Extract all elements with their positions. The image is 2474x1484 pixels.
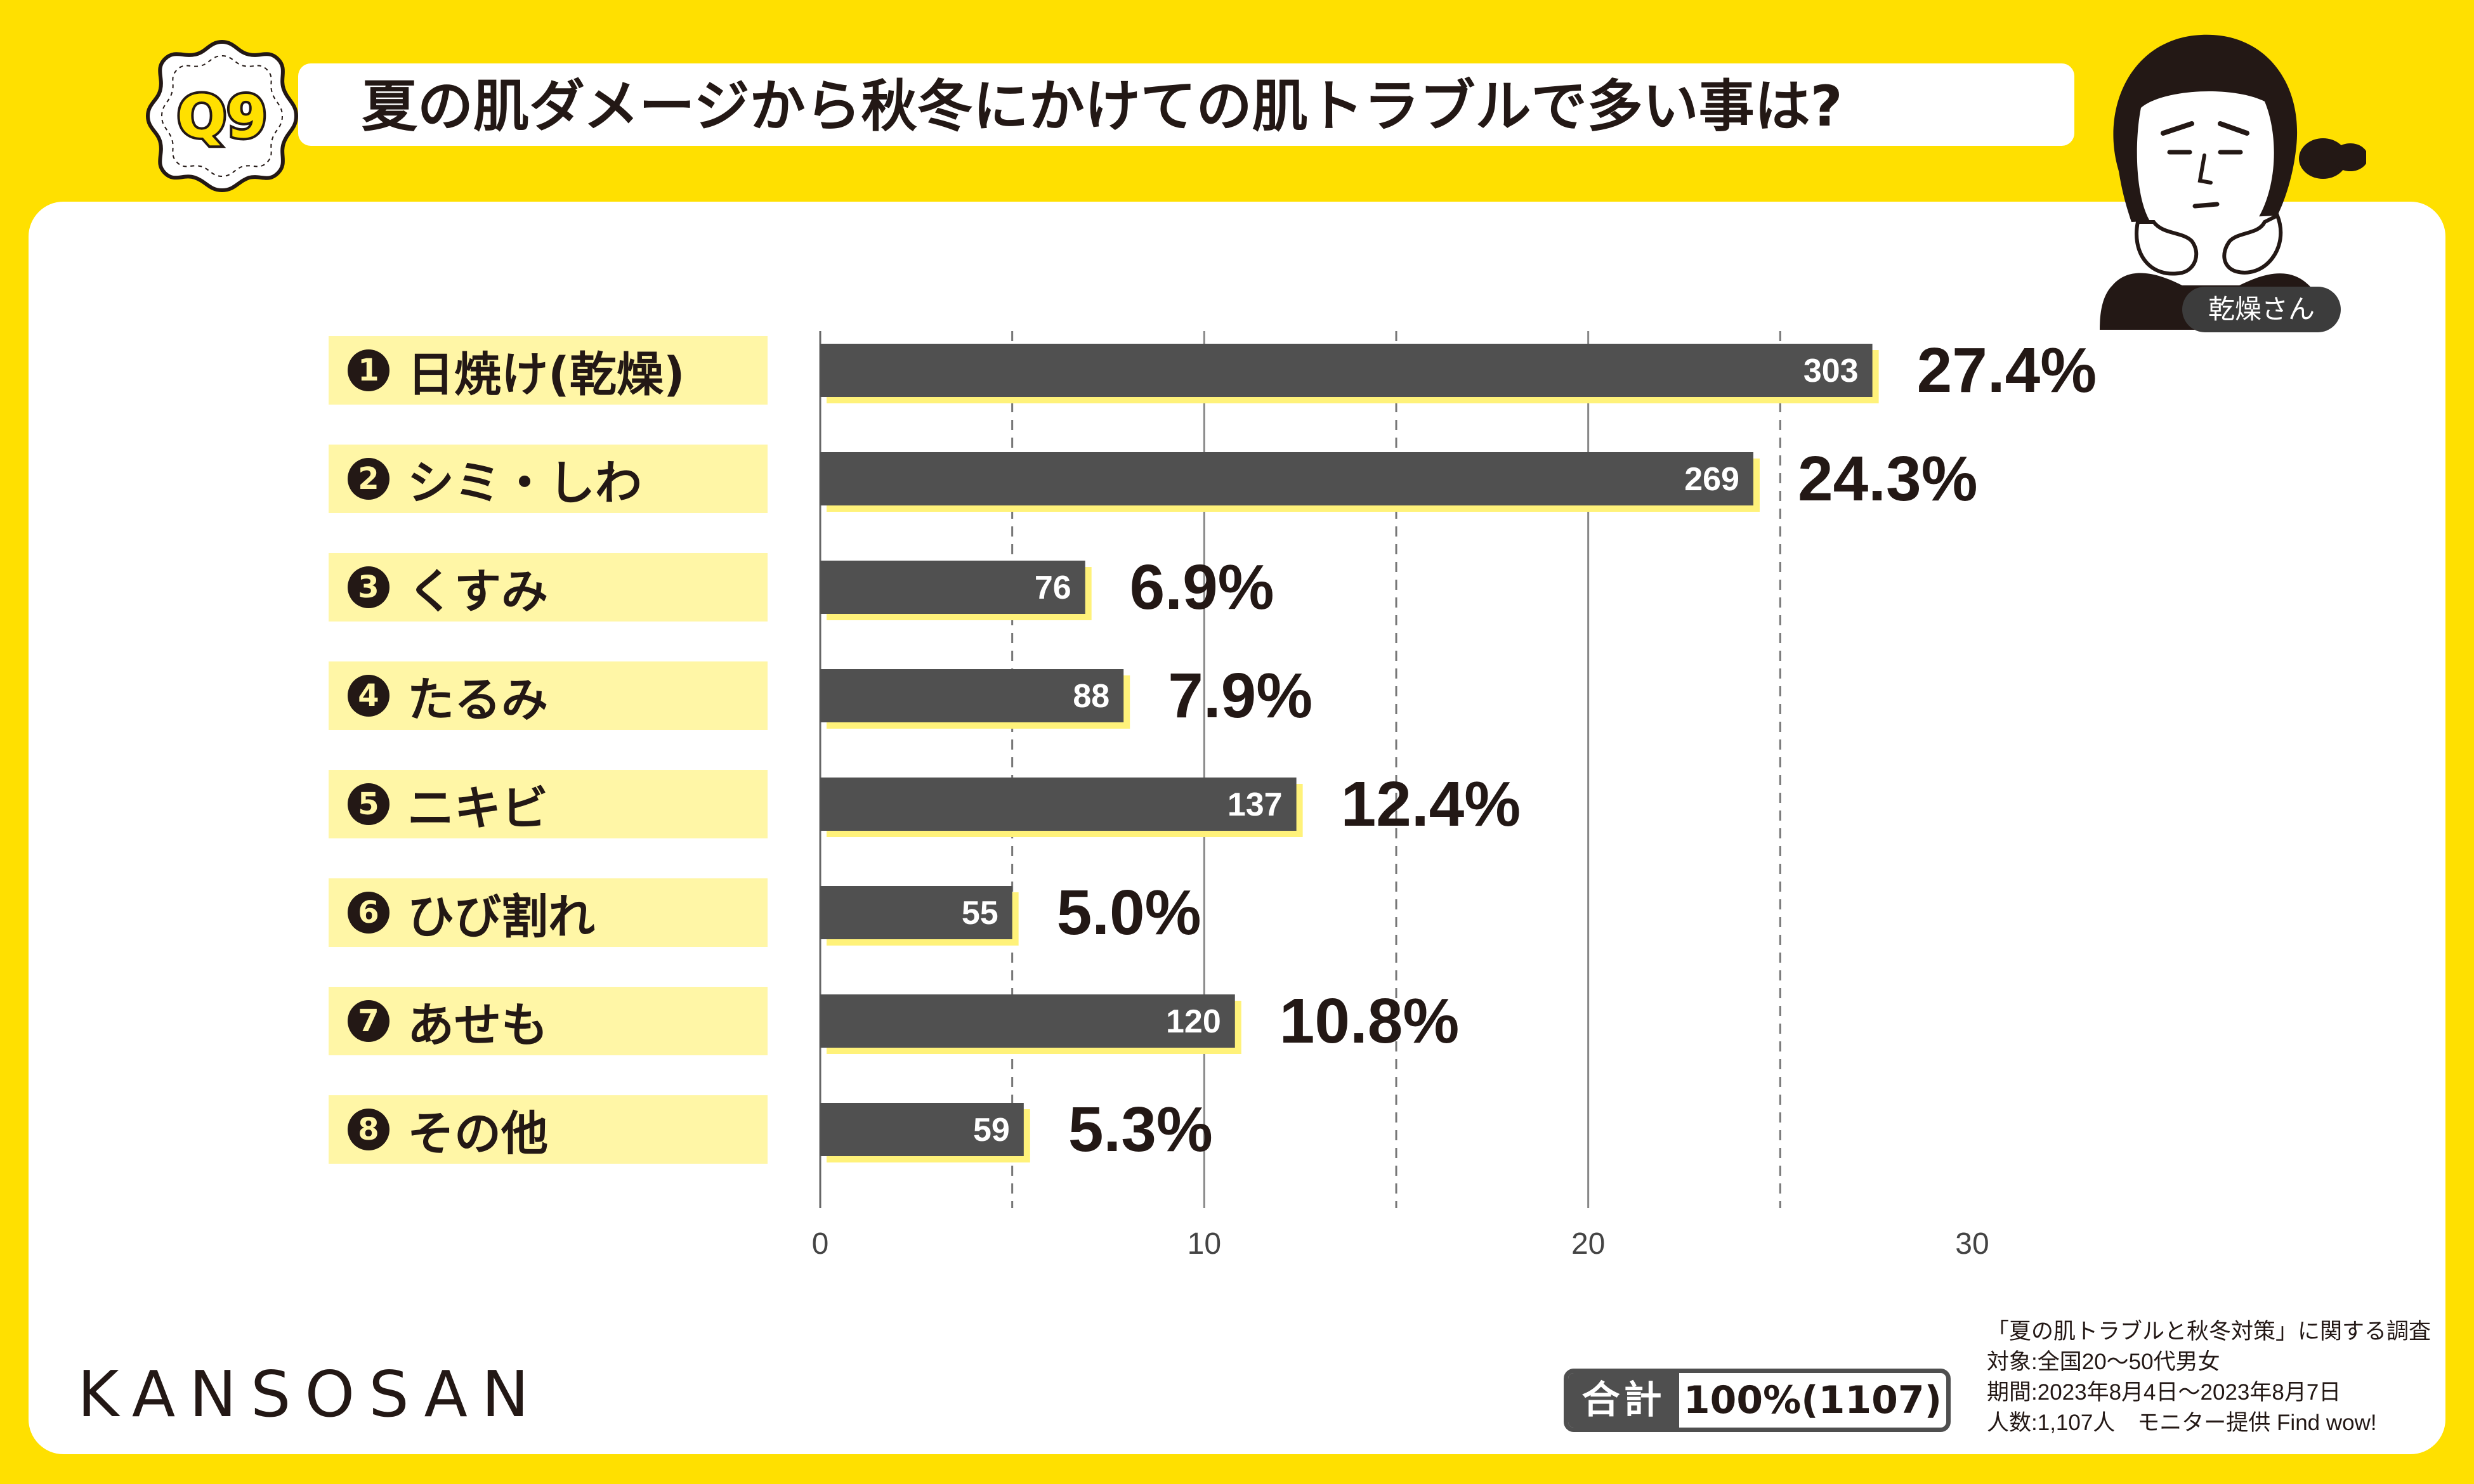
category-text: 日焼け(乾燥) bbox=[407, 347, 685, 402]
category-label-2: 2 シミ・しわ bbox=[329, 445, 768, 513]
bar-percent-label: 12.4% bbox=[1341, 769, 1521, 840]
bar-count-label: 303 bbox=[1803, 353, 1859, 389]
survey-line: 期間:2023年8月4日〜2023年8月7日 bbox=[1987, 1380, 2341, 1405]
category-label-6: 6 ひび割れ bbox=[329, 878, 768, 947]
bar-count-label: 137 bbox=[1227, 786, 1283, 823]
bar-count-label: 88 bbox=[1073, 678, 1109, 715]
rank-badge: 1 bbox=[348, 349, 389, 391]
category-label-7: 7 あせも bbox=[329, 987, 768, 1055]
title-bar bbox=[298, 63, 2074, 146]
bar-count-label: 269 bbox=[1684, 461, 1739, 498]
bar-count-label: 55 bbox=[962, 895, 998, 932]
bar-count-label: 76 bbox=[1035, 570, 1071, 606]
bar-count-label: 120 bbox=[1166, 1003, 1221, 1040]
bar bbox=[820, 669, 1124, 722]
category-label-3: 3 くすみ bbox=[329, 553, 768, 622]
x-tick-label: 30 bbox=[1955, 1227, 1989, 1261]
bar bbox=[820, 778, 1297, 831]
x-tick-label: 0 bbox=[812, 1227, 829, 1261]
bar-percent-label: 5.0% bbox=[1057, 877, 1201, 948]
bar-percent-label: 5.3% bbox=[1068, 1094, 1213, 1165]
rank-badge: 5 bbox=[348, 783, 389, 825]
category-text: ニキビ bbox=[407, 781, 548, 836]
total-value: 100%(1107) bbox=[1683, 1378, 1942, 1422]
bar bbox=[820, 452, 1753, 505]
rank-badge: 4 bbox=[348, 675, 389, 717]
bar-percent-label: 24.3% bbox=[1798, 443, 1978, 514]
category-label-8: 8 その他 bbox=[329, 1095, 768, 1164]
rank-badge: 6 bbox=[348, 892, 389, 934]
category-text: ひび割れ bbox=[407, 889, 595, 944]
bar bbox=[820, 994, 1235, 1048]
category-label-5: 5 ニキビ bbox=[329, 770, 768, 838]
bar bbox=[820, 344, 1873, 397]
survey-line: 対象:全国20〜50代男女 bbox=[1987, 1350, 2220, 1374]
category-text: その他 bbox=[407, 1106, 548, 1161]
category-text: くすみ bbox=[407, 564, 548, 619]
character-name-tag: 乾燥さん bbox=[2182, 287, 2341, 332]
question-number: Q9 bbox=[177, 83, 267, 151]
survey-info: 「夏の肌トラブルと秋冬対策」に関する調査 対象:全国20〜50代男女 期間:20… bbox=[1987, 1317, 2444, 1438]
bar bbox=[820, 561, 1085, 614]
bar-percent-label: 10.8% bbox=[1280, 986, 1460, 1057]
survey-line: 人数:1,107人 モニター提供 Find wow! bbox=[1987, 1410, 2377, 1435]
x-tick-label: 20 bbox=[1571, 1227, 1605, 1261]
total-label: 合計 bbox=[1568, 1373, 1679, 1428]
category-label-4: 4 たるみ bbox=[329, 661, 768, 730]
question-badge: Q9 bbox=[145, 39, 299, 193]
rank-badge: 7 bbox=[348, 1000, 389, 1042]
category-text: シミ・しわ bbox=[407, 455, 642, 511]
total-box: 合計 100%(1107) bbox=[1564, 1369, 1951, 1432]
category-text: あせも bbox=[407, 998, 548, 1053]
bar-percent-label: 7.9% bbox=[1168, 660, 1312, 731]
survey-line: 「夏の肌トラブルと秋冬対策」に関する調査 bbox=[1987, 1319, 2431, 1344]
x-tick-label: 10 bbox=[1188, 1227, 1221, 1261]
page-title: 夏の肌ダメージから秋冬にかけての肌トラブルで多い事は? bbox=[362, 74, 1843, 139]
category-label-1: 1 日焼け(乾燥) bbox=[329, 336, 768, 405]
character-illustration bbox=[2100, 34, 2366, 330]
bar-percent-label: 6.9% bbox=[1130, 552, 1274, 623]
bar-percent-label: 27.4% bbox=[1917, 335, 2097, 406]
bar-count-label: 59 bbox=[973, 1112, 1010, 1149]
bar bbox=[820, 886, 1012, 939]
brand-logo: KANSOSAN bbox=[77, 1357, 543, 1431]
rank-badge: 2 bbox=[348, 458, 389, 500]
rank-badge: 8 bbox=[348, 1109, 389, 1150]
rank-badge: 3 bbox=[348, 566, 389, 608]
bar bbox=[820, 1103, 1024, 1156]
category-text: たるみ bbox=[407, 672, 548, 727]
